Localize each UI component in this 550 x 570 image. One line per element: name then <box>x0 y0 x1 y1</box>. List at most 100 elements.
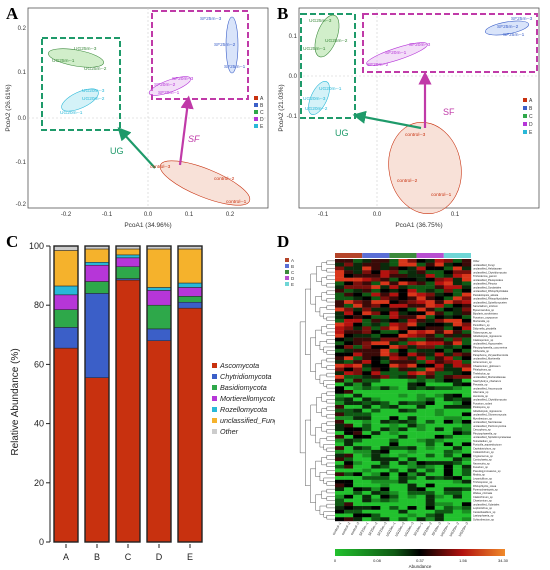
heatmap-cell <box>443 457 454 462</box>
heatmap-cell <box>362 449 372 454</box>
dendrogram-branch <box>326 391 335 396</box>
heatmap-cell <box>362 487 372 492</box>
svg-text:C: C <box>260 110 264 116</box>
heatmap-cell <box>461 281 472 286</box>
heatmap-cell <box>416 427 426 432</box>
heatmap-cell <box>389 509 399 514</box>
heatmap-cell <box>461 296 472 301</box>
heatmap-cell <box>389 352 399 357</box>
point-label: UG25m--1 <box>303 46 326 52</box>
heatmap-cell <box>425 404 435 409</box>
heatmap-cell <box>461 476 472 481</box>
svg-text:B: B <box>291 264 294 269</box>
heatmap-cell <box>416 341 426 346</box>
heatmap-cell <box>452 431 463 436</box>
heatmap-cell <box>407 296 417 301</box>
heatmap-cell <box>371 464 381 469</box>
heatmap-cell <box>335 397 345 402</box>
heatmap-cell <box>371 311 381 316</box>
heatmap-cell <box>407 401 417 406</box>
dendrogram-branch <box>326 455 335 460</box>
heatmap-cell <box>416 487 426 492</box>
col-label: SF25m--3 <box>377 521 388 536</box>
heatmap-cell <box>416 390 426 394</box>
heatmap-cell <box>380 517 390 522</box>
heatmap-cell <box>407 285 417 290</box>
heatmap-cell <box>398 468 408 473</box>
heatmap-cell <box>362 476 372 481</box>
heatmap-cell <box>380 307 390 312</box>
heatmap-cell <box>344 479 354 484</box>
point-label: SF20m--3 <box>409 42 431 48</box>
heatmap-cell <box>434 431 444 436</box>
bar-segment <box>177 282 203 288</box>
heatmap-cell <box>434 345 444 350</box>
row-label: unclassified_Mortierella <box>473 356 501 360</box>
svg-text:B: B <box>260 103 264 109</box>
heatmap-cell <box>416 401 426 406</box>
point-label: SF25m--1 <box>224 64 246 70</box>
heatmap-cell <box>443 266 454 271</box>
heatmap-cell <box>398 352 408 357</box>
heatmap-cell <box>380 292 390 297</box>
point-label: UG20m--1 <box>60 110 83 116</box>
heatmap-cell <box>416 393 426 398</box>
heatmap-cell <box>425 326 435 331</box>
heatmap-cell <box>344 363 354 368</box>
heatmap-cell <box>344 270 354 275</box>
heatmap-cell <box>416 517 426 522</box>
svg-text:A: A <box>529 98 533 104</box>
heatmap-cell <box>389 386 399 391</box>
heatmap-cell <box>362 386 372 391</box>
heatmap-cell <box>398 285 408 290</box>
heatmap-cell <box>371 360 381 364</box>
heatmap-cell <box>407 393 417 398</box>
heatmap-cell <box>362 333 372 338</box>
heatmap-cell <box>425 341 435 346</box>
heatmap-cell <box>344 434 354 439</box>
heatmap-cell <box>353 461 363 466</box>
heatmap-cell <box>344 423 354 428</box>
heatmap-cell <box>434 412 444 417</box>
heatmap-cell <box>353 292 363 297</box>
heatmap-cell <box>452 273 463 278</box>
heatmap-cell <box>425 446 435 451</box>
row-label: Chaetomium_globosum <box>473 364 500 368</box>
legend-label: unclassified_Fungi <box>220 416 275 425</box>
heatmap-cell <box>434 386 444 391</box>
heatmap-cell <box>353 285 363 290</box>
heatmap-cell <box>452 360 463 364</box>
heatmap-cell <box>434 468 444 473</box>
heatmap-cell <box>452 442 463 447</box>
heatmap-cell <box>389 449 399 454</box>
heatmap-cell <box>353 517 363 522</box>
heatmap-cell <box>398 262 408 267</box>
heatmap-cell <box>344 371 354 376</box>
heatmap-cell <box>425 438 435 443</box>
dendrogram-branch <box>319 438 327 448</box>
heatmap-cell <box>425 464 435 469</box>
heatmap-cell <box>398 363 408 368</box>
heatmap-cell <box>416 468 426 473</box>
heatmap-cell <box>452 419 463 424</box>
heatmap-cell <box>344 487 354 492</box>
heatmap-cell <box>389 288 399 293</box>
heatmap-cell <box>353 288 363 293</box>
heatmap-cell <box>425 502 435 507</box>
control-ellipse <box>159 160 251 206</box>
heatmap-cell <box>335 270 345 275</box>
heatmap-cell <box>461 412 472 417</box>
heatmap-cell <box>416 367 426 372</box>
heatmap-cell <box>344 461 354 466</box>
heatmap-cell <box>425 427 435 432</box>
heatmap-cell <box>452 509 463 514</box>
heatmap-cell <box>398 476 408 481</box>
heatmap-cell <box>425 423 435 428</box>
heatmap-cell <box>398 483 408 488</box>
heatmap-cell <box>362 352 372 357</box>
group-color-bar <box>389 253 417 258</box>
heatmap-cell <box>443 303 454 308</box>
heatmap-cell <box>362 270 372 275</box>
heatmap-cell <box>416 408 426 413</box>
point-label: UG20m--2 <box>82 96 105 102</box>
